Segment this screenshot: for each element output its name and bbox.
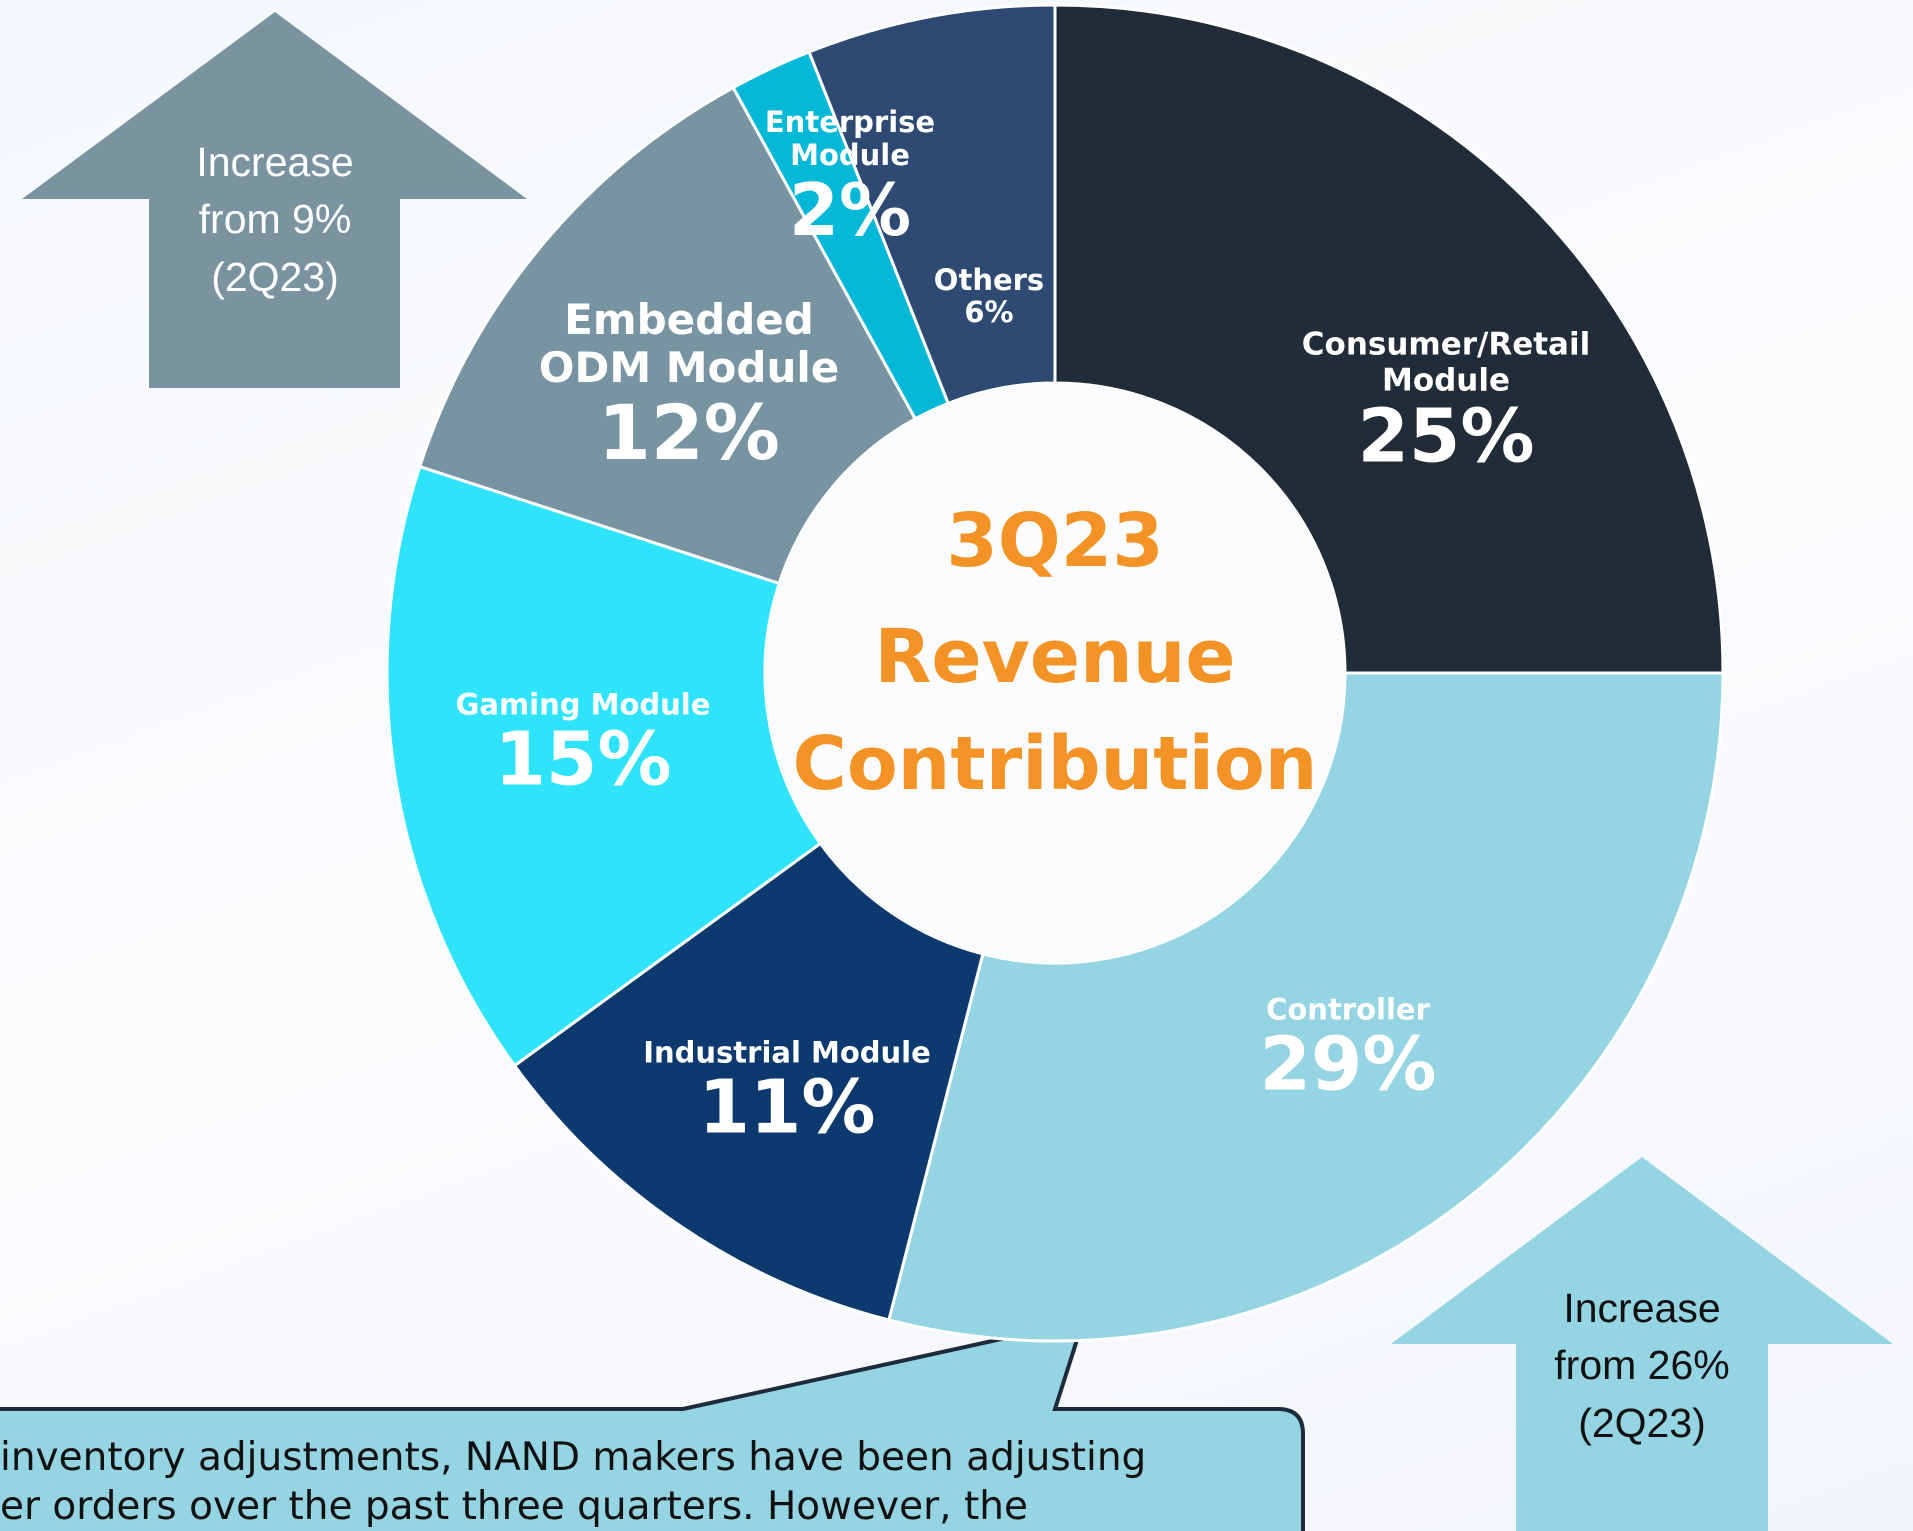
- category-label: Industrial Module: [643, 1035, 931, 1070]
- arrow-annotation: Increase from 26% (2Q23): [1554, 1280, 1729, 1452]
- category-label: Embedded ODM Module: [538, 294, 840, 393]
- value-label: 29%: [1259, 1021, 1437, 1108]
- value-label: 15%: [494, 716, 672, 803]
- callout-text: er orders over the past three quarters. …: [0, 1484, 1028, 1529]
- segment-label: Embedded ODM Module 12%: [519, 294, 859, 477]
- right-arrow: [1391, 1157, 1893, 1531]
- value-label: 6%: [964, 295, 1014, 330]
- category-label: Others: [933, 263, 1045, 298]
- category-label: Consumer/Retail Module: [1301, 326, 1591, 399]
- chart-title: 3Q23: [946, 498, 1164, 584]
- value-label: 2%: [788, 167, 912, 252]
- category-label: Enterprise Module: [764, 104, 936, 173]
- callout-text: inventory adjustments, NAND makers have …: [0, 1435, 1147, 1480]
- donut-hole: [765, 383, 1345, 963]
- annotation-line: Increase: [1563, 1284, 1721, 1331]
- annotation-line: (2Q23): [211, 253, 339, 300]
- value-label: 25%: [1357, 393, 1535, 480]
- value-label: 12%: [598, 387, 780, 477]
- annotation-line: (2Q23): [1578, 1399, 1706, 1446]
- value-label: 11%: [698, 1064, 876, 1151]
- arrow-annotation: Increase from 9% (2Q23): [196, 134, 353, 306]
- segment-label: Industrial Module 11%: [587, 1036, 987, 1147]
- annotation-line: from 9%: [198, 196, 352, 243]
- chart-title: Contribution: [792, 721, 1318, 807]
- annotation-line: from 26%: [1554, 1342, 1730, 1389]
- segment-label: Enterprise Module 2%: [760, 104, 940, 252]
- segment-label: Consumer/Retail Module 25%: [1286, 326, 1606, 480]
- category-label: Gaming Module: [455, 687, 711, 722]
- segment-label: Gaming Module 15%: [383, 688, 783, 799]
- segment-label: Others 6%: [919, 263, 1059, 330]
- annotation-line: Increase: [196, 138, 354, 185]
- donut: [385, 3, 1725, 1343]
- category-label: Controller: [1266, 992, 1430, 1027]
- segment-label: Controller 29%: [1148, 993, 1548, 1104]
- left-arrow: [22, 12, 527, 388]
- chart-title: Revenue: [874, 614, 1236, 700]
- callout-box: [0, 1318, 1305, 1531]
